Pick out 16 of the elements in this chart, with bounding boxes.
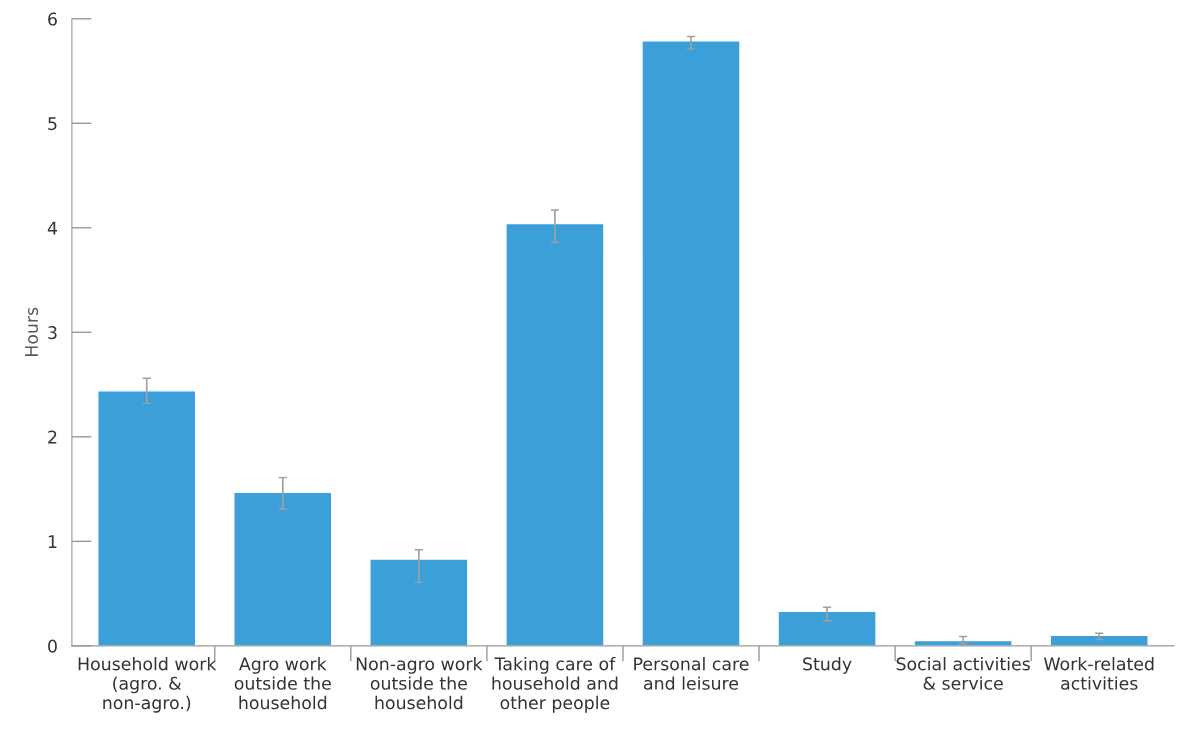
x-tick-label: Work-related activities	[1043, 656, 1154, 690]
x-tick-label: Non-agro work outside the household	[356, 656, 483, 710]
x-tick-label: Agro work outside the household	[234, 656, 331, 710]
y-tick-label: 5	[48, 117, 57, 131]
y-tick-label: 4	[47, 221, 58, 235]
x-tick-label: Taking care of household and other people	[492, 656, 618, 713]
y-tick-label: 3	[48, 326, 57, 340]
x-tick-label: Personal care and leisure	[634, 656, 749, 690]
y-tick-label: 0	[48, 639, 57, 653]
x-tick-label: Household work (agro. & non-agro.)	[78, 656, 217, 713]
y-tick-label: 1	[48, 535, 57, 548]
x-tick-label: Social activities & service	[896, 656, 1030, 690]
y-tick-label: 2	[48, 430, 57, 444]
y-tick-label: 6	[48, 12, 57, 26]
x-tick-label: Study	[803, 656, 852, 674]
y-axis-title: Hours	[25, 307, 39, 357]
